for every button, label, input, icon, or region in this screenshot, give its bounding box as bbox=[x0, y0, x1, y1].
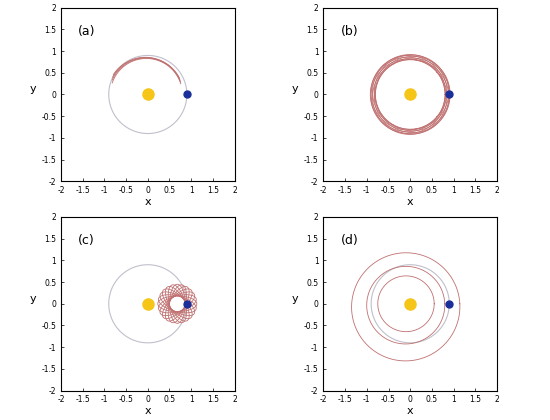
X-axis label: x: x bbox=[145, 197, 151, 207]
Text: (c): (c) bbox=[78, 234, 95, 247]
Y-axis label: y: y bbox=[30, 84, 36, 94]
Text: (a): (a) bbox=[78, 25, 96, 38]
Y-axis label: y: y bbox=[292, 294, 299, 304]
Y-axis label: y: y bbox=[30, 294, 36, 304]
Text: (d): (d) bbox=[341, 234, 359, 247]
X-axis label: x: x bbox=[145, 406, 151, 416]
X-axis label: x: x bbox=[407, 197, 414, 207]
Y-axis label: y: y bbox=[292, 84, 299, 94]
X-axis label: x: x bbox=[407, 406, 414, 416]
Text: (b): (b) bbox=[341, 25, 359, 38]
